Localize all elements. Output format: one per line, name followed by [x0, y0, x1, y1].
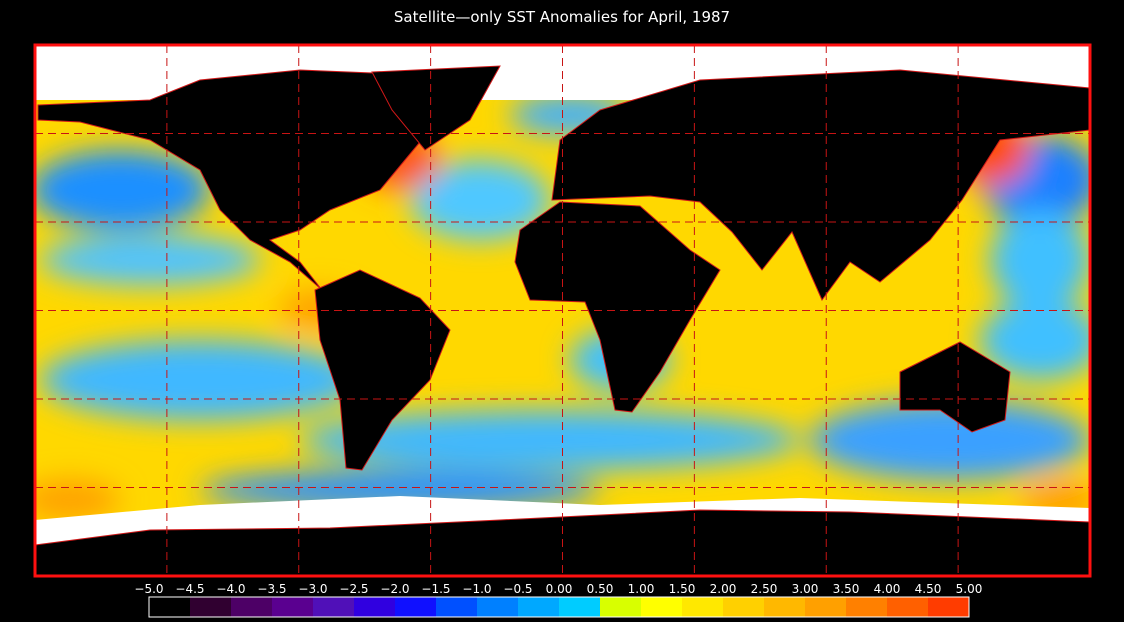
colorbar-label: 4.00 — [874, 582, 901, 596]
colorbar-segment — [272, 597, 313, 617]
colorbar-label: 5.00 — [956, 582, 983, 596]
colorbar-segment — [805, 597, 846, 617]
colorbar-segment — [477, 597, 518, 617]
colorbar-label: 2.50 — [751, 582, 778, 596]
colorbar-segment — [723, 597, 764, 617]
colorbar-label: −4.0 — [216, 582, 245, 596]
colorbar-label: 4.50 — [915, 582, 942, 596]
colorbar-segment — [518, 597, 559, 617]
colorbar-label: 3.50 — [833, 582, 860, 596]
colorbar-frame — [148, 596, 970, 618]
colorbar-segment — [190, 597, 231, 617]
colorbar-label: −0.5 — [503, 582, 532, 596]
colorbar-label: −2.5 — [339, 582, 368, 596]
colorbar-label: 0.00 — [546, 582, 573, 596]
colorbar-label: −2.0 — [380, 582, 409, 596]
colorbar-segment — [395, 597, 436, 617]
map-frame — [33, 43, 1092, 578]
graticule — [35, 45, 1090, 576]
colorbar-segment — [436, 597, 477, 617]
colorbar-label: −3.5 — [257, 582, 286, 596]
colorbar-segment — [682, 597, 723, 617]
colorbar-segment — [559, 597, 600, 617]
colorbar-segment — [149, 597, 190, 617]
colorbar-segment — [313, 597, 354, 617]
colorbar-segment — [231, 597, 272, 617]
colorbar-label: −4.5 — [175, 582, 204, 596]
colorbar: −5.0 −4.5 −4.0 −3.5 −3.0 −2.5 −2.0 −1.5 −1.0 −0.5… — [134, 582, 983, 618]
colorbar-segment — [764, 597, 805, 617]
colorbar-segment — [846, 597, 887, 617]
colorbar-label: 1.00 — [628, 582, 655, 596]
colorbar-label: −5.0 — [134, 582, 163, 596]
colorbar-segment — [928, 597, 969, 617]
colorbar-label: 1.50 — [669, 582, 696, 596]
colorbar-label: 3.00 — [792, 582, 819, 596]
colorbar-segment — [887, 597, 928, 617]
colorbar-label: 2.00 — [710, 582, 737, 596]
colorbar-segment — [354, 597, 395, 617]
colorbar-label: 0.50 — [587, 582, 614, 596]
colorbar-label: −1.5 — [421, 582, 450, 596]
title: Satellite—only SST Anomalies for April, … — [394, 8, 730, 26]
colorbar-label: −3.0 — [298, 582, 327, 596]
colorbar-label: −1.0 — [462, 582, 491, 596]
colorbar-segment — [600, 597, 641, 617]
colorbar-segment — [641, 597, 682, 617]
map — [35, 45, 1090, 576]
